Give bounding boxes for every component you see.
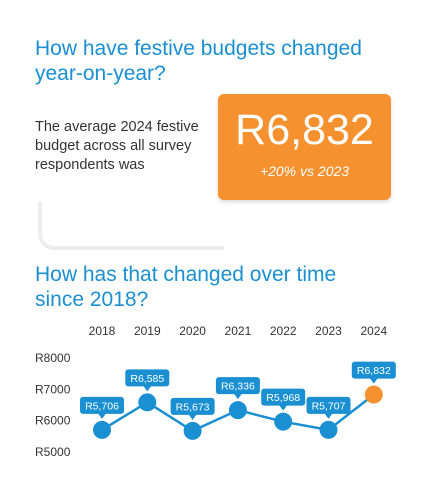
highlight-point xyxy=(364,385,383,404)
data-label-box xyxy=(261,388,306,406)
data-label-box xyxy=(125,369,170,387)
data-point xyxy=(228,401,247,420)
average-budget-callout: R6,832 +20% vs 2023 xyxy=(218,94,391,200)
data-label-pointer xyxy=(279,405,288,411)
x-tick-label: 2020 xyxy=(179,324,206,338)
budget-line-chart: 2018 2019 2020 2021 2022 2023 2024 R8000R7000R… xyxy=(35,324,396,459)
data-label-pointer xyxy=(98,413,106,419)
data-point xyxy=(319,420,338,439)
data-label-box xyxy=(306,396,351,414)
data-label-pointer xyxy=(188,414,197,420)
x-tick-label: 2023 xyxy=(315,324,342,338)
data-label-pointer xyxy=(233,393,242,400)
average-budget-value: R6,832 xyxy=(235,106,374,154)
data-label-pointer xyxy=(369,378,378,384)
data-label: R5,673 xyxy=(176,401,210,413)
x-axis: 2018 2019 2020 2021 2022 2023 2024 xyxy=(89,324,388,338)
data-point xyxy=(138,393,157,412)
y-tick-label: R8000 xyxy=(35,351,71,365)
x-tick-label: 2024 xyxy=(360,324,387,338)
data-point xyxy=(93,420,111,439)
page-title: How have festive budgets changed year-on… xyxy=(35,37,362,85)
x-tick-label: 2022 xyxy=(270,324,297,338)
data-point xyxy=(183,421,202,440)
data-label: R6,336 xyxy=(221,381,255,393)
data-label-box xyxy=(215,377,260,395)
data-label: R5,968 xyxy=(266,392,300,404)
y-tick-label: R6000 xyxy=(35,414,71,428)
x-tick-label: 2021 xyxy=(225,324,252,338)
x-tick-label: 2019 xyxy=(134,324,161,338)
y-tick-label: R5000 xyxy=(35,445,71,459)
data-label-box xyxy=(351,361,396,379)
intro-text: The average 2024 festive budget across a… xyxy=(35,119,199,173)
year-on-year-change: +20% vs 2023 xyxy=(259,163,350,179)
y-axis: R8000 R7000 R6000 R5000 xyxy=(35,351,71,459)
data-point xyxy=(274,412,293,431)
y-tick-label: R7000 xyxy=(35,382,71,396)
chart-heading: How has that changed over time since 201… xyxy=(35,263,337,311)
data-label: R5,706 xyxy=(85,400,119,412)
data-label-pointer xyxy=(324,413,333,419)
x-tick-label: 2018 xyxy=(89,324,116,338)
budget-series: R5,706 R6,585 R5,673 R6,336 R5,968 R5,707 R6,8… xyxy=(80,361,396,440)
decorative-connector xyxy=(38,202,224,250)
data-label: R5,707 xyxy=(312,400,346,412)
data-label: R6,832 xyxy=(357,365,391,377)
data-label-box xyxy=(170,397,215,415)
data-label-pointer xyxy=(143,385,152,392)
data-label: R6,585 xyxy=(130,373,164,385)
data-label-box xyxy=(80,396,124,414)
